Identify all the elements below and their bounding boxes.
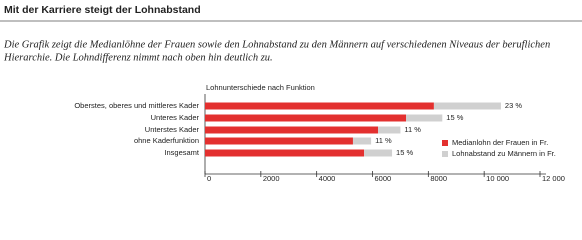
page-title: Mit der Karriere steigt der Lohnabstand	[4, 4, 201, 16]
legend-label: Medianlohn der Frauen in Fr.	[452, 138, 548, 147]
intro-line: Die Grafik zeigt die Medianlöhne der Fra…	[3, 39, 550, 50]
x-tick-label: 4000	[319, 174, 336, 183]
chart-title: Lohnunterschiede nach Funktion	[206, 83, 315, 92]
y-tick-label: Oberstes, oberes und mittleres Kader	[74, 101, 199, 110]
bar	[205, 126, 379, 134]
bar	[364, 149, 393, 157]
y-tick-label: Unteres Kader	[151, 113, 200, 122]
value-label: 15 %	[446, 113, 463, 122]
legend-label: Lohnabstand zu Männern in Fr.	[452, 149, 556, 158]
bar	[378, 126, 401, 134]
x-tick-label: 6000	[375, 174, 392, 183]
bar	[205, 137, 353, 145]
bar	[406, 114, 443, 122]
y-tick-label: Unterstes Kader	[145, 125, 200, 134]
x-tick-label: 10 000	[486, 174, 509, 183]
legend-swatch	[442, 151, 448, 157]
bar	[433, 102, 501, 110]
y-tick-label: ohne Kaderfunktion	[134, 136, 199, 145]
x-tick-label: 8000	[430, 174, 447, 183]
bar	[205, 102, 434, 110]
value-label: 11 %	[375, 136, 392, 145]
bar	[205, 149, 365, 157]
bar	[205, 114, 406, 122]
intro-line: Hierarchie. Die Lohndifferenz nimmt nach…	[3, 52, 273, 63]
legend-swatch	[442, 140, 448, 146]
x-tick-label: 12 000	[542, 174, 565, 183]
bar	[352, 137, 372, 145]
value-label: 15 %	[396, 148, 413, 157]
y-tick-label: Insgesamt	[164, 148, 200, 157]
chart: Mit der Karriere steigt der Lohnabstand …	[0, 4, 582, 183]
x-tick-label: 0	[207, 174, 211, 183]
value-label: 11 %	[404, 125, 421, 134]
x-tick-label: 2000	[263, 174, 280, 183]
value-label: 23 %	[505, 101, 522, 110]
